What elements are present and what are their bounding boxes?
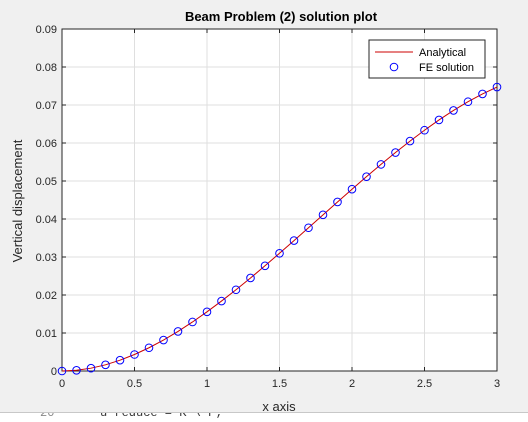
fe-solution-point [202,307,212,317]
legend-swatch-marker [389,62,399,72]
y-axis-label: Vertical displacement [10,139,25,262]
x-tick-label: 3 [494,378,500,390]
y-tick-label: 0.04 [36,214,57,226]
fe-solution-point [391,148,400,157]
x-tick-label: 1.5 [272,378,287,390]
y-tick-label: 0 [51,366,57,378]
y-tick-label: 0.08 [36,62,57,74]
fe-solution-point [217,296,226,306]
fe-solution-point [289,236,299,245]
fe-solution-point [478,89,487,99]
x-tick-label: 0.5 [127,378,142,390]
fe-solution-point [173,327,183,336]
fe-solution-point [159,335,168,345]
fe-solution-point [260,261,270,271]
fe-solution-point [130,350,139,359]
fe-solution-point [115,355,125,365]
fe-solution-point [347,184,357,194]
series-line-analytical [61,86,498,372]
fe-solution-point [362,172,371,181]
fe-solution-point [101,360,110,370]
editor-code-fragment: u reduce = K \ F; [100,412,223,420]
y-tick-label: 0.06 [36,138,57,150]
fe-solution-point [231,285,241,295]
fe-solution-point [449,106,458,115]
x-axis-label: x axis [262,399,296,414]
x-tick-label: 0 [59,378,65,390]
fe-solution-point [434,115,444,125]
fe-solution-point [86,363,96,373]
y-tick-label: 0.07 [36,100,57,112]
fe-solution-point [246,273,255,283]
fe-solution-point [57,366,67,376]
fe-solution-point [275,248,284,258]
fe-solution-point [420,125,429,135]
y-tick-label: 0.09 [36,24,57,36]
axes-box [61,28,498,372]
fe-solution-point [376,160,386,169]
fe-solution-point [72,365,81,375]
fe-solution-point [144,343,154,353]
x-tick-label: 2 [349,378,355,390]
y-tick-label: 0.01 [36,328,57,340]
legend-entry-label: Analytical [419,47,466,59]
fe-solution-point [333,197,342,207]
y-tick-label: 0.05 [36,176,57,188]
fe-solution-point [188,317,197,327]
chart-title: Beam Problem (2) solution plot [185,9,378,24]
y-tick-label: 0.03 [36,252,57,264]
x-tick-label: 1 [204,378,210,390]
fe-solution-point [304,223,313,233]
fe-solution-point [405,136,415,146]
editor-strip: 20 u reduce = K \ F; [0,412,528,422]
x-tick-label: 2.5 [417,378,432,390]
fe-solution-point [492,82,502,92]
legend-box [368,39,486,79]
editor-line-number: 20 [40,412,55,420]
fe-solution-point [318,210,328,220]
y-tick-label: 0.02 [36,290,57,302]
legend-entry-label: FE solution [419,62,474,74]
fe-solution-point [463,97,473,107]
